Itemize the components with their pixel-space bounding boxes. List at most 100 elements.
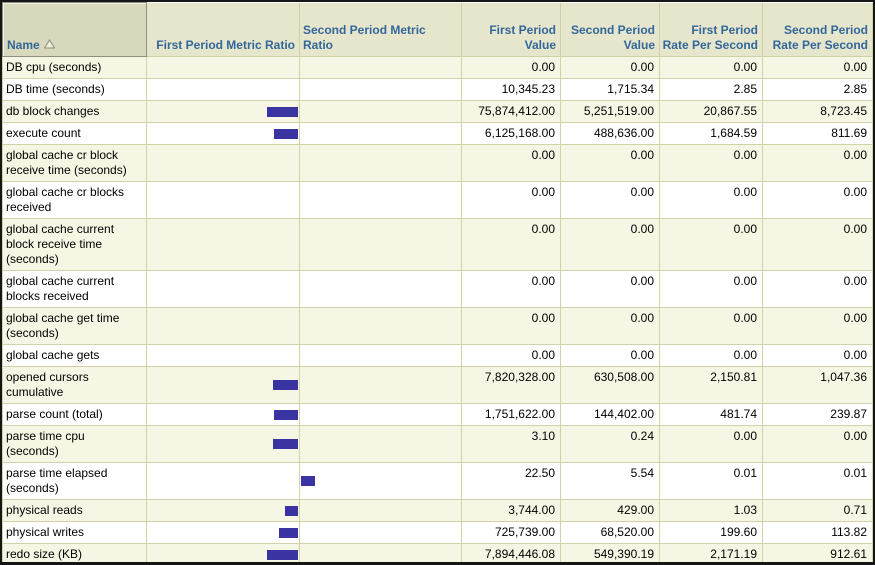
metric-name-cell: DB time (seconds) bbox=[2, 78, 147, 101]
ratio-first-cell bbox=[146, 122, 300, 145]
ratio-first-cell bbox=[146, 100, 300, 123]
column-header-second-period-rate-per-second[interactable]: Second Period Rate Per Second bbox=[762, 2, 873, 57]
table-row: db block changes 75,874,412.00 5,251,519.0… bbox=[2, 100, 873, 123]
ratio-second-cell bbox=[299, 122, 462, 145]
first-rate-cell: 0.00 bbox=[659, 425, 763, 463]
first-rate-cell: 199.60 bbox=[659, 521, 763, 544]
second-rate-cell: 239.87 bbox=[762, 403, 873, 426]
first-value-cell: 0.00 bbox=[461, 218, 561, 271]
column-header-second-period-value[interactable]: Second Period Value bbox=[560, 2, 660, 57]
ratio-second-cell bbox=[299, 344, 462, 367]
ratio-second-cell bbox=[299, 521, 462, 544]
column-header-first-period-rate-per-second[interactable]: First Period Rate Per Second bbox=[659, 2, 763, 57]
first-value-cell: 7,894,446.08 bbox=[461, 543, 561, 562]
table-row: global cache current block receive time … bbox=[2, 218, 873, 271]
ratio-second-cell bbox=[299, 425, 462, 463]
first-rate-cell: 0.00 bbox=[659, 344, 763, 367]
table-row: parse time cpu (seconds) 3.10 0.24 0.00 0.00 bbox=[2, 425, 873, 463]
ratio-first-cell bbox=[146, 307, 300, 345]
second-rate-cell: 1,047.36 bbox=[762, 366, 873, 404]
second-value-cell: 0.00 bbox=[560, 181, 660, 219]
first-period-ratio-bar bbox=[279, 527, 298, 538]
metric-name-cell: global cache current block receive time … bbox=[2, 218, 147, 271]
first-period-ratio-bar bbox=[274, 128, 298, 139]
ratio-second-cell bbox=[299, 144, 462, 182]
second-rate-cell: 8,723.45 bbox=[762, 100, 873, 123]
column-header-second-period-metric-ratio[interactable]: Second Period Metric Ratio bbox=[299, 2, 462, 57]
metric-name-cell: global cache cr blocks received bbox=[2, 181, 147, 219]
first-value-cell: 0.00 bbox=[461, 181, 561, 219]
first-rate-cell: 0.00 bbox=[659, 181, 763, 219]
table-row: DB cpu (seconds) 0.00 0.00 0.00 0.00 bbox=[2, 56, 873, 79]
first-rate-cell: 0.00 bbox=[659, 307, 763, 345]
second-value-cell: 5.54 bbox=[560, 462, 660, 500]
ratio-first-cell bbox=[146, 499, 300, 522]
column-header-name-label: Name bbox=[7, 38, 40, 52]
second-rate-cell: 0.00 bbox=[762, 144, 873, 182]
metric-name-cell: parse count (total) bbox=[2, 403, 147, 426]
first-value-cell: 1,751,622.00 bbox=[461, 403, 561, 426]
first-rate-cell: 2.85 bbox=[659, 78, 763, 101]
second-rate-cell: 0.00 bbox=[762, 56, 873, 79]
first-value-cell: 3.10 bbox=[461, 425, 561, 463]
first-period-ratio-bar bbox=[267, 106, 298, 117]
second-value-cell: 5,251,519.00 bbox=[560, 100, 660, 123]
second-rate-cell: 0.00 bbox=[762, 344, 873, 367]
first-value-cell: 725,739.00 bbox=[461, 521, 561, 544]
first-value-cell: 0.00 bbox=[461, 344, 561, 367]
metric-name-cell: db block changes bbox=[2, 100, 147, 123]
second-rate-cell: 0.71 bbox=[762, 499, 873, 522]
first-rate-cell: 1.03 bbox=[659, 499, 763, 522]
second-value-cell: 488,636.00 bbox=[560, 122, 660, 145]
first-value-cell: 7,820,328.00 bbox=[461, 366, 561, 404]
ratio-second-cell bbox=[299, 307, 462, 345]
metric-name-cell: DB cpu (seconds) bbox=[2, 56, 147, 79]
metric-name-cell: global cache current blocks received bbox=[2, 270, 147, 308]
column-header-name[interactable]: Name bbox=[2, 2, 147, 57]
ratio-second-cell bbox=[299, 181, 462, 219]
ratio-second-cell bbox=[299, 462, 462, 500]
first-period-ratio-bar bbox=[273, 439, 298, 449]
second-value-cell: 429.00 bbox=[560, 499, 660, 522]
ratio-second-cell bbox=[299, 218, 462, 271]
table-row: global cache cr blocks received 0.00 0.00 0… bbox=[2, 181, 873, 219]
second-value-cell: 0.00 bbox=[560, 144, 660, 182]
second-value-cell: 68,520.00 bbox=[560, 521, 660, 544]
table-row: DB time (seconds) 10,345.23 1,715.34 2.85 2.… bbox=[2, 78, 873, 101]
first-rate-cell: 0.01 bbox=[659, 462, 763, 500]
second-rate-cell: 0.00 bbox=[762, 218, 873, 271]
table-row: opened cursors cumulative 7,820,328.00 630… bbox=[2, 366, 873, 404]
second-rate-cell: 0.00 bbox=[762, 425, 873, 463]
first-value-cell: 3,744.00 bbox=[461, 499, 561, 522]
ratio-second-cell bbox=[299, 543, 462, 562]
ratio-second-cell bbox=[299, 366, 462, 404]
column-header-first-period-metric-ratio[interactable]: First Period Metric Ratio bbox=[146, 2, 300, 57]
second-value-cell: 549,390.19 bbox=[560, 543, 660, 562]
second-rate-cell: 2.85 bbox=[762, 78, 873, 101]
ratio-first-cell bbox=[146, 270, 300, 308]
second-rate-cell: 912.61 bbox=[762, 543, 873, 562]
first-rate-cell: 2,171.19 bbox=[659, 543, 763, 562]
table-row: parse time elapsed (seconds) 22.50 5.54 0.0… bbox=[2, 462, 873, 500]
first-rate-cell: 0.00 bbox=[659, 270, 763, 308]
sort-ascending-icon bbox=[43, 38, 56, 53]
metric-name-cell: opened cursors cumulative bbox=[2, 366, 147, 404]
first-value-cell: 22.50 bbox=[461, 462, 561, 500]
first-value-cell: 0.00 bbox=[461, 270, 561, 308]
metric-name-cell: global cache cr block receive time (seco… bbox=[2, 144, 147, 182]
ratio-second-cell bbox=[299, 100, 462, 123]
column-header-first-period-value[interactable]: First Period Value bbox=[461, 2, 561, 57]
second-value-cell: 0.24 bbox=[560, 425, 660, 463]
table-row: parse count (total) 1,751,622.00 144,402.0… bbox=[2, 403, 873, 426]
metric-name-cell: global cache get time (seconds) bbox=[2, 307, 147, 345]
metric-name-cell: parse time elapsed (seconds) bbox=[2, 462, 147, 500]
ratio-first-cell bbox=[146, 366, 300, 404]
ratio-second-cell bbox=[299, 56, 462, 79]
second-value-cell: 144,402.00 bbox=[560, 403, 660, 426]
ratio-first-cell bbox=[146, 181, 300, 219]
second-value-cell: 1,715.34 bbox=[560, 78, 660, 101]
table-row: physical reads 3,744.00 429.00 1.03 0.71 bbox=[2, 499, 873, 522]
table-row: execute count 6,125,168.00 488,636.00 1,684… bbox=[2, 122, 873, 145]
metric-name-cell: execute count bbox=[2, 122, 147, 145]
first-value-cell: 10,345.23 bbox=[461, 78, 561, 101]
